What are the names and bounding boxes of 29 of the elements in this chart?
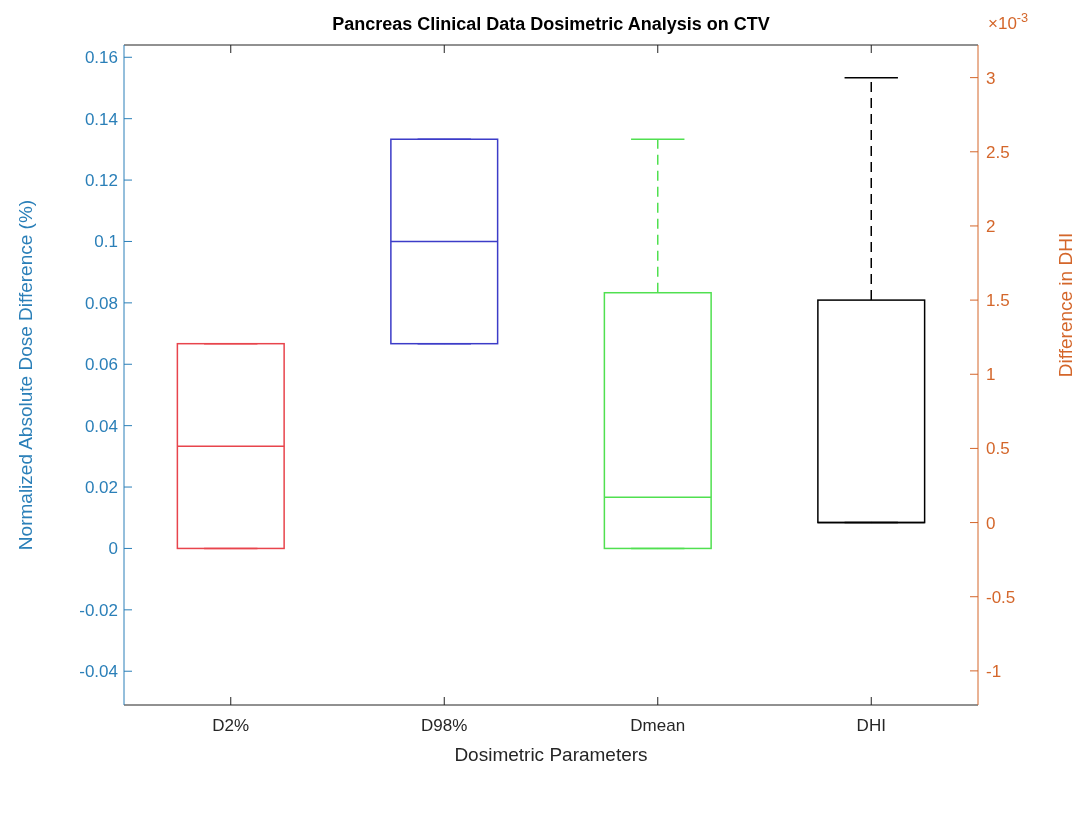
y-axis-title: Normalized Absolute Dose Difference (%) — [15, 199, 36, 551]
y-tick-label: 0.08 — [84, 293, 118, 313]
y2-tick-label: 2 — [986, 216, 996, 236]
y-tick-label: 0.06 — [84, 355, 118, 375]
y2-tick-label: -0.5 — [986, 587, 1016, 607]
y-tick-label: 0.1 — [94, 232, 118, 252]
y2-tick-label: 1.5 — [986, 291, 1010, 311]
y-tick-label: -0.02 — [79, 600, 118, 620]
y-tick-label: 0.16 — [84, 48, 118, 68]
x-tick-label: Dmean — [630, 716, 686, 735]
y-tick-label: 0.02 — [84, 478, 118, 498]
y2-tick-label: 0 — [986, 513, 996, 533]
y2-axis-title: Difference in DHI — [1055, 232, 1076, 378]
x-tick-label: D2% — [212, 716, 250, 735]
y-tick-label: 0 — [108, 539, 118, 559]
text: ×10$^{-3}$ — [988, 9, 1029, 33]
y2-tick-label: 1 — [986, 365, 996, 385]
y2-tick-label: -1 — [986, 661, 1002, 681]
y2-tick-label: 2.5 — [986, 142, 1010, 162]
chart-title: Pancreas Clinical Data Dosimetric Analysis on CTV — [332, 14, 770, 34]
y-tick-label: -0.04 — [79, 662, 118, 682]
x-axis-title: Dosimetric Parameters — [454, 744, 648, 765]
y-tick-label: 0.04 — [84, 416, 118, 436]
y-tick-label: 0.14 — [84, 109, 118, 129]
y2-tick-label: 3 — [986, 68, 996, 88]
x-tick-label: DHI — [856, 716, 886, 735]
y2-tick-label: 0.5 — [986, 439, 1010, 459]
y-tick-label: 0.12 — [84, 171, 118, 191]
x-tick-label: D98% — [421, 716, 468, 735]
